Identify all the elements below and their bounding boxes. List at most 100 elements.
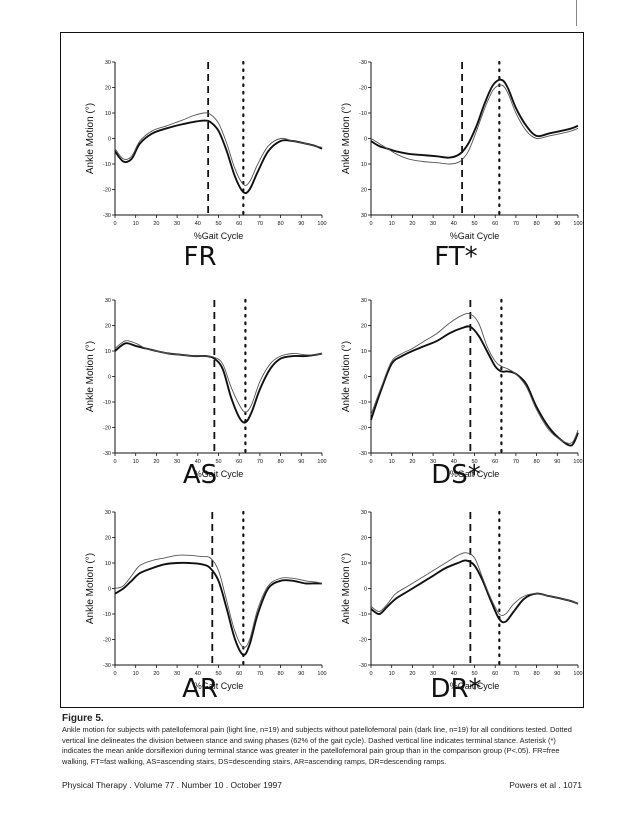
x-tick-label: 60 bbox=[492, 671, 498, 677]
y-axis-label: Ankle Motion (°) bbox=[341, 341, 352, 412]
y-axis-label: Ankle Motion (°) bbox=[341, 103, 352, 174]
x-tick-label: 40 bbox=[451, 671, 457, 677]
x-tick-label: 60 bbox=[236, 459, 242, 465]
condition-code-ft: FT* bbox=[434, 242, 478, 272]
x-tick-label: 100 bbox=[317, 671, 326, 677]
x-tick-label: 100 bbox=[573, 671, 582, 677]
x-tick-label: 50 bbox=[471, 459, 477, 465]
x-tick-label: 30 bbox=[430, 671, 436, 677]
x-tick-label: 70 bbox=[257, 459, 263, 465]
y-tick-label: 20 bbox=[105, 324, 111, 330]
y-axis-label: Ankle Motion (°) bbox=[341, 553, 352, 624]
footer-author-page: Powers et al . 1071 bbox=[509, 780, 582, 790]
y-tick-label: -20 bbox=[359, 426, 367, 432]
x-tick-label: 100 bbox=[573, 459, 582, 465]
footer-journal: Physical Therapy . Volume 77 . Number 10… bbox=[62, 780, 283, 790]
y-tick-label: 10 bbox=[361, 349, 367, 355]
x-tick-label: 40 bbox=[451, 459, 457, 465]
condition-code-as: AS bbox=[182, 460, 218, 490]
y-tick-label: 0 bbox=[108, 587, 111, 593]
y-axis-label: Ankle Motion (°) bbox=[85, 341, 96, 412]
x-tick-label: 90 bbox=[298, 671, 304, 677]
x-tick-label: 0 bbox=[369, 459, 372, 465]
y-axis-label: Ankle Motion (°) bbox=[85, 553, 96, 624]
panel-as: 0 10 20 30 40 50 60 70 80 90 100 30 20 10 0 -10 -20 -30 %G… bbox=[70, 288, 330, 513]
series-line-light bbox=[114, 340, 323, 413]
x-tick-label: 50 bbox=[215, 459, 221, 465]
series-line-light bbox=[114, 554, 323, 648]
x-tick-label: 90 bbox=[298, 459, 304, 465]
x-tick-label: 20 bbox=[153, 671, 159, 677]
x-axis-label: %Gait Cycle bbox=[194, 469, 244, 479]
x-tick-label: 50 bbox=[471, 221, 477, 227]
x-tick-label: 60 bbox=[236, 221, 242, 227]
x-tick-label: 10 bbox=[133, 221, 139, 227]
x-tick-label: 40 bbox=[451, 221, 457, 227]
x-tick-label: 10 bbox=[389, 459, 395, 465]
y-tick-label: -30 bbox=[103, 663, 111, 669]
x-axis-label: %Gait Cycle bbox=[194, 681, 244, 691]
y-tick-label: 30 bbox=[361, 298, 367, 304]
y-tick-label: 20 bbox=[105, 536, 111, 542]
x-tick-label: 90 bbox=[554, 671, 560, 677]
x-tick-label: 70 bbox=[513, 459, 519, 465]
series-line-dark bbox=[370, 559, 579, 624]
y-tick-label: -10 bbox=[103, 162, 111, 168]
figure-caption: Figure 5. Ankle motion for subjects with… bbox=[62, 712, 582, 767]
y-tick-label: -10 bbox=[359, 612, 367, 618]
x-tick-label: 70 bbox=[257, 221, 263, 227]
panel-fr: 0 10 20 30 40 50 60 70 80 90 100 30 20 10 0 -10 -20 -30 %G… bbox=[70, 50, 330, 275]
x-tick-label: 70 bbox=[257, 671, 263, 677]
condition-code-ar: AR bbox=[182, 674, 218, 704]
y-tick-label: 30 bbox=[361, 213, 367, 219]
x-tick-label: 10 bbox=[133, 671, 139, 677]
y-tick-label: 30 bbox=[105, 510, 111, 516]
x-tick-label: 100 bbox=[317, 221, 326, 227]
chart-fr: 0 10 20 30 40 50 60 70 80 90 1003020100-10-20-30%G… bbox=[85, 60, 327, 241]
y-tick-label: 30 bbox=[105, 298, 111, 304]
x-tick-label: 90 bbox=[554, 221, 560, 227]
x-tick-label: 30 bbox=[174, 459, 180, 465]
x-tick-label: 40 bbox=[195, 459, 201, 465]
x-tick-label: 80 bbox=[278, 671, 284, 677]
x-tick-label: 40 bbox=[195, 671, 201, 677]
y-tick-label: -10 bbox=[359, 111, 367, 117]
y-tick-label: -20 bbox=[103, 188, 111, 194]
x-tick-label: 50 bbox=[471, 671, 477, 677]
y-tick-label: 0 bbox=[364, 375, 367, 381]
x-tick-label: 70 bbox=[513, 221, 519, 227]
x-tick-label: 90 bbox=[554, 459, 560, 465]
x-tick-label: 70 bbox=[513, 671, 519, 677]
x-tick-label: 80 bbox=[278, 221, 284, 227]
y-tick-label: -20 bbox=[103, 426, 111, 432]
figure-frame bbox=[60, 32, 584, 708]
x-tick-label: 100 bbox=[573, 221, 582, 227]
y-tick-label: -10 bbox=[359, 400, 367, 406]
y-tick-label: 0 bbox=[108, 375, 111, 381]
y-tick-label: 0 bbox=[364, 137, 367, 143]
panel-dr: 0 10 20 30 40 50 60 70 80 90 100 30 20 10 0 -10 -20 -30 %G… bbox=[326, 500, 586, 725]
y-axis-label: Ankle Motion (°) bbox=[85, 103, 96, 174]
condition-code-dr: DR* bbox=[430, 674, 482, 704]
panel-ft: 0 10 20 30 40 50 60 70 80 90 100 -30 -20 -10 0 10 20 30 %G… bbox=[326, 50, 586, 275]
x-tick-label: 0 bbox=[369, 221, 372, 227]
y-tick-label: 10 bbox=[105, 561, 111, 567]
x-tick-label: 0 bbox=[113, 671, 116, 677]
series-line-light bbox=[114, 112, 323, 186]
y-tick-label: 10 bbox=[105, 349, 111, 355]
y-tick-label: -30 bbox=[359, 451, 367, 457]
series-line-light bbox=[370, 313, 579, 444]
x-tick-label: 30 bbox=[430, 459, 436, 465]
chart-ds: 0 10 20 30 40 50 60 70 80 90 1003020100-10-20-30%G… bbox=[341, 298, 583, 479]
x-axis-label: %Gait Cycle bbox=[450, 231, 500, 241]
x-tick-label: 20 bbox=[153, 459, 159, 465]
y-tick-label: -30 bbox=[103, 451, 111, 457]
chart-ft: 0 10 20 30 40 50 60 70 80 90 100 -30 -20 -10 0 10 20 30 %G… bbox=[341, 60, 583, 241]
x-axis-label: %Gait Cycle bbox=[194, 231, 244, 241]
x-tick-label: 80 bbox=[534, 221, 540, 227]
x-tick-label: 60 bbox=[492, 221, 498, 227]
y-tick-label: -20 bbox=[103, 638, 111, 644]
chart-dr: 0 10 20 30 40 50 60 70 80 90 1003020100-10-20-30%G… bbox=[341, 510, 583, 691]
y-tick-label: 10 bbox=[361, 162, 367, 168]
y-tick-label: 10 bbox=[361, 561, 367, 567]
